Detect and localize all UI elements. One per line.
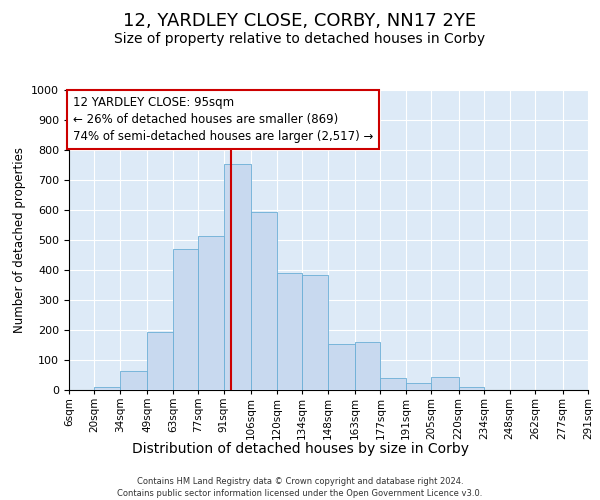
Bar <box>431 378 459 390</box>
Bar <box>355 342 380 390</box>
Bar <box>251 212 277 390</box>
Text: Contains HM Land Registry data © Crown copyright and database right 2024.: Contains HM Land Registry data © Crown c… <box>137 478 463 486</box>
Bar <box>380 378 406 390</box>
Bar <box>148 332 173 390</box>
Bar <box>459 387 484 390</box>
Y-axis label: Number of detached properties: Number of detached properties <box>13 147 26 333</box>
Text: Contains public sector information licensed under the Open Government Licence v3: Contains public sector information licen… <box>118 489 482 498</box>
Bar <box>224 164 251 390</box>
Bar <box>328 344 355 390</box>
Bar <box>277 273 302 390</box>
Bar <box>94 387 120 390</box>
Bar <box>406 384 431 390</box>
Bar <box>302 274 328 390</box>
Text: Distribution of detached houses by size in Corby: Distribution of detached houses by size … <box>131 442 469 456</box>
Text: 12 YARDLEY CLOSE: 95sqm
← 26% of detached houses are smaller (869)
74% of semi-d: 12 YARDLEY CLOSE: 95sqm ← 26% of detache… <box>73 96 373 143</box>
Bar <box>198 236 224 390</box>
Bar <box>120 370 148 390</box>
Bar <box>173 249 198 390</box>
Text: 12, YARDLEY CLOSE, CORBY, NN17 2YE: 12, YARDLEY CLOSE, CORBY, NN17 2YE <box>124 12 476 30</box>
Text: Size of property relative to detached houses in Corby: Size of property relative to detached ho… <box>115 32 485 46</box>
